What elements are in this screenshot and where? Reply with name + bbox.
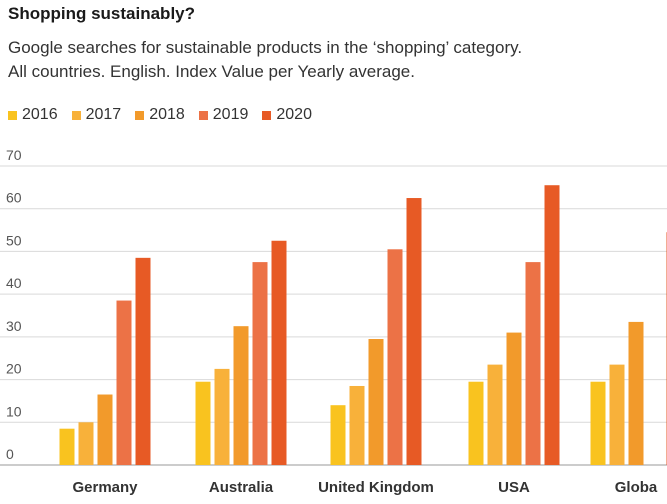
y-tick-label-10: 10: [6, 403, 22, 419]
legend-label-2017: 2017: [85, 106, 122, 123]
legend-item-2017: 2017: [71, 106, 122, 124]
bar-united-kingdom-2017: [349, 385, 365, 465]
subtitle-line-2: All countries. English. Index Value per …: [8, 62, 415, 81]
legend-swatch-2016: [8, 110, 17, 120]
chart-subtitle: Google searches for sustainable products…: [8, 36, 658, 84]
bar-usa-2016: [468, 381, 484, 465]
y-tick-label-60: 60: [6, 190, 22, 206]
bar-global-2018: [628, 321, 644, 465]
bar-germany-2017: [78, 422, 94, 465]
x-tick-label-united-kingdom: United Kingdom: [318, 479, 434, 496]
legend-swatch-2020: [262, 110, 272, 120]
bar-australia-2019: [252, 262, 268, 465]
x-tick-label-usa: USA: [498, 479, 530, 496]
legend-item-2020: 2020: [262, 106, 312, 124]
bar-germany-2020: [135, 257, 151, 465]
bar-usa-2020: [544, 185, 560, 465]
y-tick-label-30: 30: [6, 318, 22, 334]
bar-australia-2016: [195, 381, 211, 465]
bar-australia-2018: [233, 326, 249, 465]
bar-united-kingdom-2020: [406, 198, 422, 466]
bar-global-2016: [590, 381, 606, 465]
y-tick-label-40: 40: [6, 275, 22, 291]
legend-swatch-2017: [71, 110, 81, 120]
legend-item-2018: 2018: [135, 106, 185, 124]
x-tick-label-global: Globa: [615, 479, 658, 496]
y-tick-label-70: 70: [6, 147, 22, 163]
legend-swatch-2019: [198, 110, 208, 120]
legend-label-2016: 2016: [22, 106, 58, 123]
chart-title: Shopping sustainably?: [8, 4, 196, 23]
chart-legend: 2016 2017 2018 2019 2020: [8, 106, 312, 124]
y-tick-label-50: 50: [6, 232, 22, 248]
bar-germany-2019: [116, 300, 132, 465]
x-tick-label-australia: Australia: [209, 479, 274, 496]
legend-label-2019: 2019: [212, 106, 249, 123]
bar-united-kingdom-2016: [330, 405, 346, 465]
legend-item-2019: 2019: [198, 106, 249, 124]
bar-germany-2018: [97, 394, 113, 465]
bar-usa-2019: [525, 262, 541, 465]
y-tick-label-20: 20: [6, 361, 22, 377]
subtitle-line-1: Google searches for sustainable products…: [8, 38, 523, 57]
legend-label-2018: 2018: [149, 106, 185, 123]
bar-usa-2017: [487, 364, 503, 465]
bar-germany-2016: [59, 428, 75, 465]
y-tick-label-0: 0: [6, 446, 14, 462]
bar-united-kingdom-2019: [387, 249, 403, 465]
legend-item-2016: 2016: [8, 106, 58, 124]
bar-united-kingdom-2018: [368, 338, 384, 465]
bar-australia-2020: [271, 240, 287, 465]
x-tick-label-germany: Germany: [72, 479, 138, 496]
bar-australia-2017: [214, 368, 230, 465]
bar-usa-2018: [506, 332, 522, 465]
bar-global-2017: [609, 364, 625, 465]
legend-label-2020: 2020: [276, 106, 312, 123]
legend-swatch-2018: [135, 110, 145, 120]
